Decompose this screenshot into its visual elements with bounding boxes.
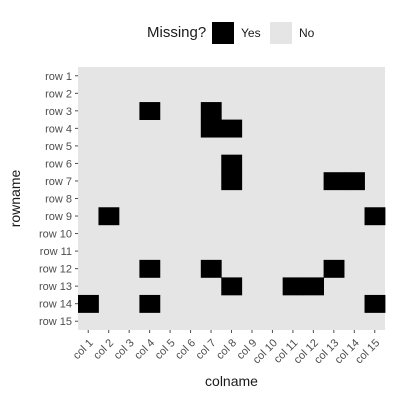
legend-key-yes [212, 22, 234, 44]
missing-cell-row4-col7 [200, 119, 222, 138]
legend-key-no [270, 22, 292, 44]
y-tick-label: row 15 [39, 316, 72, 328]
missing-cell-row12-col4 [139, 259, 161, 278]
x-tick-label: col 1 [71, 337, 96, 362]
y-tick-label: row 14 [39, 299, 72, 311]
y-tick-label: row 13 [39, 281, 72, 293]
missing-cell-row7-col13 [323, 172, 345, 191]
y-tick-label: row 8 [45, 194, 72, 206]
y-tick-label: row 11 [40, 246, 72, 258]
missing-cell-row7-col8 [221, 172, 243, 191]
y-tick-label: row 1 [45, 71, 72, 83]
missing-cell-row3-col4 [139, 102, 161, 120]
missing-cell-row12-col7 [200, 259, 222, 278]
y-axis-title: rowname [7, 170, 23, 228]
x-tick-label: col 4 [132, 337, 157, 362]
missing-cell-row14-col4 [139, 294, 161, 313]
legend-label-no: No [299, 26, 315, 40]
missing-cell-row6-col8 [221, 154, 243, 173]
y-tick-label: row 10 [39, 229, 72, 241]
missing-cell-row13-col8 [221, 277, 243, 296]
x-tick-label: col 8 [214, 337, 239, 362]
legend-title: Missing? [147, 24, 207, 41]
missing-cell-row9-col2 [98, 207, 120, 226]
y-tick-label: row 2 [45, 88, 72, 100]
legend-label-yes: Yes [241, 26, 261, 40]
x-tick-label: col 3 [112, 337, 137, 362]
missing-cell-row9-col15 [364, 207, 386, 226]
y-tick-label: row 4 [45, 123, 72, 135]
missing-cell-row13-col11 [282, 277, 304, 296]
missing-cell-row12-col13 [323, 259, 345, 278]
y-tick-label: row 6 [45, 158, 72, 170]
legend: Missing? Yes No [0, 22, 400, 44]
missing-cell-row14-col1 [78, 294, 99, 313]
y-tick-label: row 9 [45, 211, 72, 223]
missing-cell-row7-col14 [344, 172, 365, 191]
x-tick-label: col 2 [91, 337, 116, 362]
x-tick-label: col 7 [194, 337, 219, 362]
missing-cell-row13-col12 [303, 277, 324, 296]
y-tick-label: row 7 [45, 176, 72, 188]
missing-cell-row3-col7 [200, 102, 222, 120]
y-tick-label: row 12 [39, 264, 72, 276]
x-tick-label: col 5 [153, 337, 178, 362]
x-axis-title: colname [205, 373, 258, 389]
y-tick-label: row 5 [45, 141, 72, 153]
y-tick-label: row 3 [45, 106, 72, 118]
x-tick-label: col 6 [173, 337, 198, 362]
missing-cell-row4-col8 [221, 119, 243, 138]
missing-cell-row14-col15 [364, 294, 386, 313]
